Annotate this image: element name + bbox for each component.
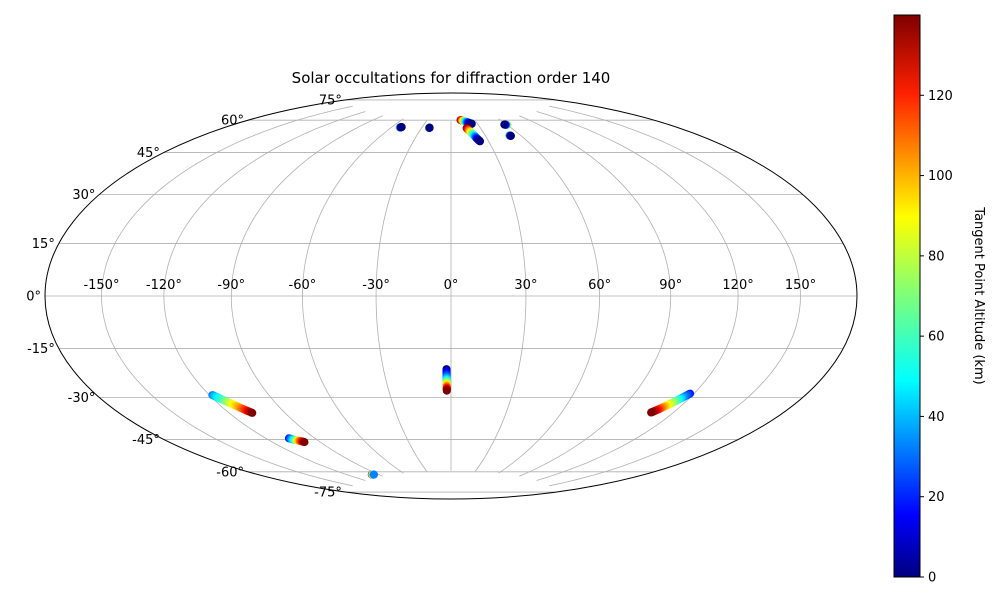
latitude-tick-label: 30° <box>72 188 95 203</box>
longitude-tick-labels: -150° -120° -90° -60° -30° 0° 30° 60° 90° 120° 150… <box>83 278 816 293</box>
chart-title: Solar occultations for diffraction order… <box>292 69 611 87</box>
data-point <box>476 137 484 146</box>
colorbar-tick-label: 20 <box>928 490 945 505</box>
graticule-grid <box>45 99 857 493</box>
longitude-tick-label: 30° <box>514 278 537 293</box>
map-boundary <box>44 92 858 500</box>
longitude-tick-label: -120° <box>146 278 182 293</box>
colorbar-tick-label: 100 <box>928 169 953 184</box>
data-point <box>442 386 451 395</box>
data-point <box>506 131 515 140</box>
latitude-tick-label: 45° <box>137 146 160 161</box>
colorbar-tick-label: 120 <box>928 89 953 104</box>
longitude-tick-label: 0° <box>444 278 459 293</box>
data-point <box>300 438 309 447</box>
colorbar: 0 20 40 60 80 100 120 Tangent Point Altitude (… <box>893 14 986 586</box>
longitude-tick-label: -150° <box>83 278 119 293</box>
longitude-tick-label: 120° <box>722 278 753 293</box>
latitude-tick-label: -75° <box>314 486 342 501</box>
latitude-tick-label: 0° <box>26 290 41 305</box>
longitude-tick-label: 90° <box>659 278 682 293</box>
colorbar-tick-label: 0 <box>928 571 936 586</box>
data-point <box>500 120 509 129</box>
latitude-tick-label: -15° <box>27 342 55 357</box>
data-point <box>248 408 257 417</box>
longitude-tick-label: -30° <box>362 278 390 293</box>
latitude-tick-label: 15° <box>32 237 55 252</box>
occultation-points <box>208 116 695 479</box>
colorbar-tick-label: 60 <box>928 330 945 345</box>
colorbar-tick-label: 80 <box>928 249 945 264</box>
longitude-tick-label: 60° <box>588 278 611 293</box>
longitude-tick-label: 150° <box>785 278 816 293</box>
data-point <box>397 123 406 132</box>
colorbar-tick-label: 40 <box>928 410 945 425</box>
latitude-tick-label: -60° <box>216 465 244 480</box>
latitude-tick-label: 60° <box>221 114 244 129</box>
latitude-tick-label: -30° <box>68 391 96 406</box>
colorbar-ticks: 0 20 40 60 80 100 120 <box>920 89 953 586</box>
longitude-tick-label: -60° <box>289 278 317 293</box>
colorbar-label: Tangent Point Altitude (km) <box>971 206 986 384</box>
latitude-tick-label: -45° <box>132 433 160 448</box>
data-point <box>425 123 434 132</box>
latitude-tick-labels: 75° 60° 45° 30° 15° 0° -15° -30° -45° -60° -75° <box>26 93 342 500</box>
data-point <box>370 470 378 479</box>
longitude-tick-label: -90° <box>217 278 245 293</box>
colorbar-gradient <box>893 14 921 578</box>
data-point <box>647 408 656 417</box>
latitude-tick-label: 75° <box>319 93 342 108</box>
